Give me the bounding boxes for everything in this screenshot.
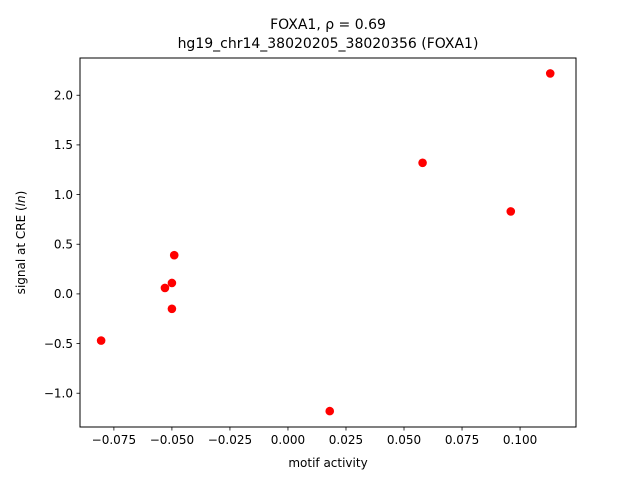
x-tick-label-8: 0.100 <box>503 433 537 447</box>
chart-title: FOXA1, ρ = 0.69 <box>270 17 386 33</box>
scatter-point-2 <box>160 283 170 293</box>
y-tick-label-1: −1.0 <box>44 387 73 401</box>
y-tick-label-3: 0.0 <box>54 287 73 301</box>
y-tick-label-4: 0.5 <box>54 238 73 252</box>
x-tick-label-2: −0.050 <box>150 433 194 447</box>
chart-title-gene: FOXA1, <box>270 17 325 33</box>
y-tick-label-7: 2.0 <box>54 89 73 103</box>
y-axis-label-suffix: ) <box>14 191 28 196</box>
scatter-point-8 <box>506 207 516 216</box>
ticks-layer: −0.075 −0.050 −0.025 0.000 0.025 0.050 0.075 0.… <box>44 89 537 447</box>
x-tick-label-7: 0.075 <box>445 433 479 447</box>
y-axis-label-prefix: signal at CRE ( <box>14 206 28 294</box>
chart-subtitle: hg19_chr14_38020205_38020356 (FOXA1) <box>178 36 479 52</box>
chart-title-rho: ρ = 0.69 <box>325 17 386 33</box>
y-axis-label-ln: ln <box>14 195 28 206</box>
scatter-point-7 <box>418 158 427 168</box>
y-tick-label-5: 1.0 <box>54 188 73 202</box>
scatter-point-6 <box>325 406 335 416</box>
scatter-point-5 <box>169 250 179 260</box>
scatter-point-9 <box>545 69 555 78</box>
points-layer <box>96 69 555 416</box>
y-axis-label: signal at CRE (ln) <box>14 191 28 295</box>
x-tick-label-1: −0.075 <box>92 433 136 447</box>
x-tick-label-5: 0.025 <box>329 433 363 447</box>
plot-frame <box>79 57 577 428</box>
y-tick-label-6: 1.5 <box>54 138 73 152</box>
x-axis-label: motif activity <box>288 456 367 470</box>
x-tick-label-3: −0.025 <box>208 433 252 447</box>
scatter-point-4 <box>167 304 177 314</box>
scatter-point-3 <box>167 278 177 288</box>
x-tick-label-6: 0.050 <box>387 433 421 447</box>
y-tick-label-2: −0.5 <box>44 337 73 351</box>
x-tick-label-4: 0.000 <box>271 433 305 447</box>
scatter-point-1 <box>96 336 106 345</box>
